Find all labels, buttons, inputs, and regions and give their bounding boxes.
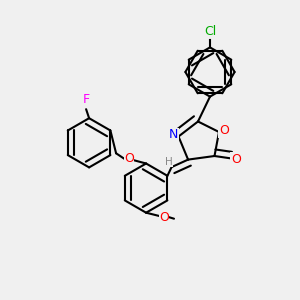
Text: F: F xyxy=(82,93,90,106)
Text: H: H xyxy=(165,157,172,167)
Text: N: N xyxy=(169,128,178,142)
Text: O: O xyxy=(219,124,229,137)
Text: Cl: Cl xyxy=(204,26,216,38)
Text: O: O xyxy=(231,153,241,166)
Text: O: O xyxy=(159,211,169,224)
Text: O: O xyxy=(124,152,134,165)
